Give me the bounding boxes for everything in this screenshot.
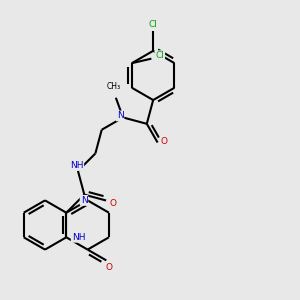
- Text: NH: NH: [70, 161, 83, 170]
- Text: Cl: Cl: [155, 51, 164, 60]
- Text: O: O: [109, 199, 116, 208]
- Text: O: O: [161, 136, 168, 146]
- Text: N: N: [117, 112, 123, 121]
- Text: NH: NH: [72, 233, 85, 242]
- Text: Cl: Cl: [149, 20, 158, 29]
- Text: O: O: [105, 262, 112, 272]
- Text: CH₃: CH₃: [106, 82, 121, 91]
- Text: N: N: [81, 196, 87, 205]
